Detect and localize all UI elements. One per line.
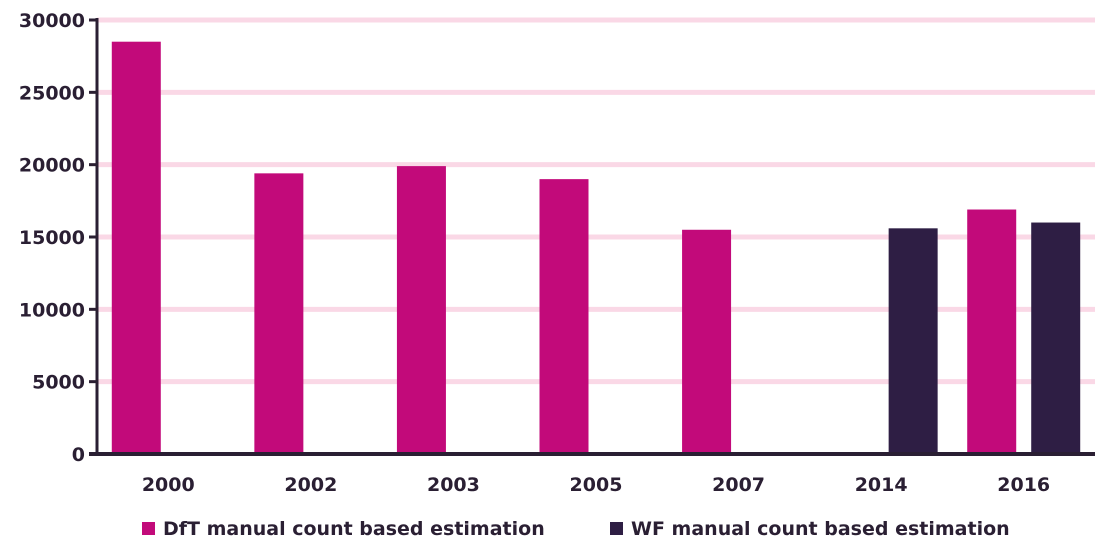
x-tick-label: 2003 — [427, 474, 480, 496]
legend: DfT manual count based estimation WF manu… — [142, 518, 1010, 540]
x-tick-label: 2002 — [284, 474, 337, 496]
y-tick-label: 20000 — [19, 155, 85, 177]
bar-2000-series-0 — [111, 41, 161, 454]
bar-2002-series-0 — [254, 173, 304, 454]
x-tick-label: 2005 — [570, 474, 623, 496]
x-tick-label: 2007 — [712, 474, 765, 496]
bar-2016-series-1 — [1031, 222, 1081, 454]
bar-2016-series-0 — [967, 209, 1017, 454]
x-tick-label: 2000 — [142, 474, 195, 496]
bar-2003-series-0 — [396, 166, 446, 454]
x-tick-label: 2014 — [855, 474, 908, 496]
gridlines — [97, 17, 1095, 385]
y-tick-label: 15000 — [19, 227, 85, 249]
axes — [89, 18, 1095, 456]
bar-2014-series-1 — [888, 228, 938, 454]
bar-2005-series-0 — [539, 179, 589, 454]
x-axis-ticks: 2000 2002 2003 2005 2007 2014 2016 — [142, 474, 1050, 496]
legend-label: DfT manual count based estimation — [163, 518, 545, 540]
y-tick-label: 30000 — [19, 10, 85, 32]
y-tick-label: 10000 — [19, 299, 85, 321]
x-tick-label: 2016 — [997, 474, 1050, 496]
bars — [111, 41, 1081, 454]
legend-swatch — [610, 522, 623, 535]
y-tick-label: 5000 — [32, 372, 85, 394]
legend-label: WF manual count based estimation — [631, 518, 1010, 540]
legend-swatch — [142, 522, 155, 535]
y-tick-label: 25000 — [19, 82, 85, 104]
y-tick-label: 0 — [72, 444, 85, 466]
y-axis-ticks: 0 5000 10000 15000 20000 25000 30000 — [19, 10, 85, 466]
bar-2007-series-0 — [682, 229, 732, 454]
